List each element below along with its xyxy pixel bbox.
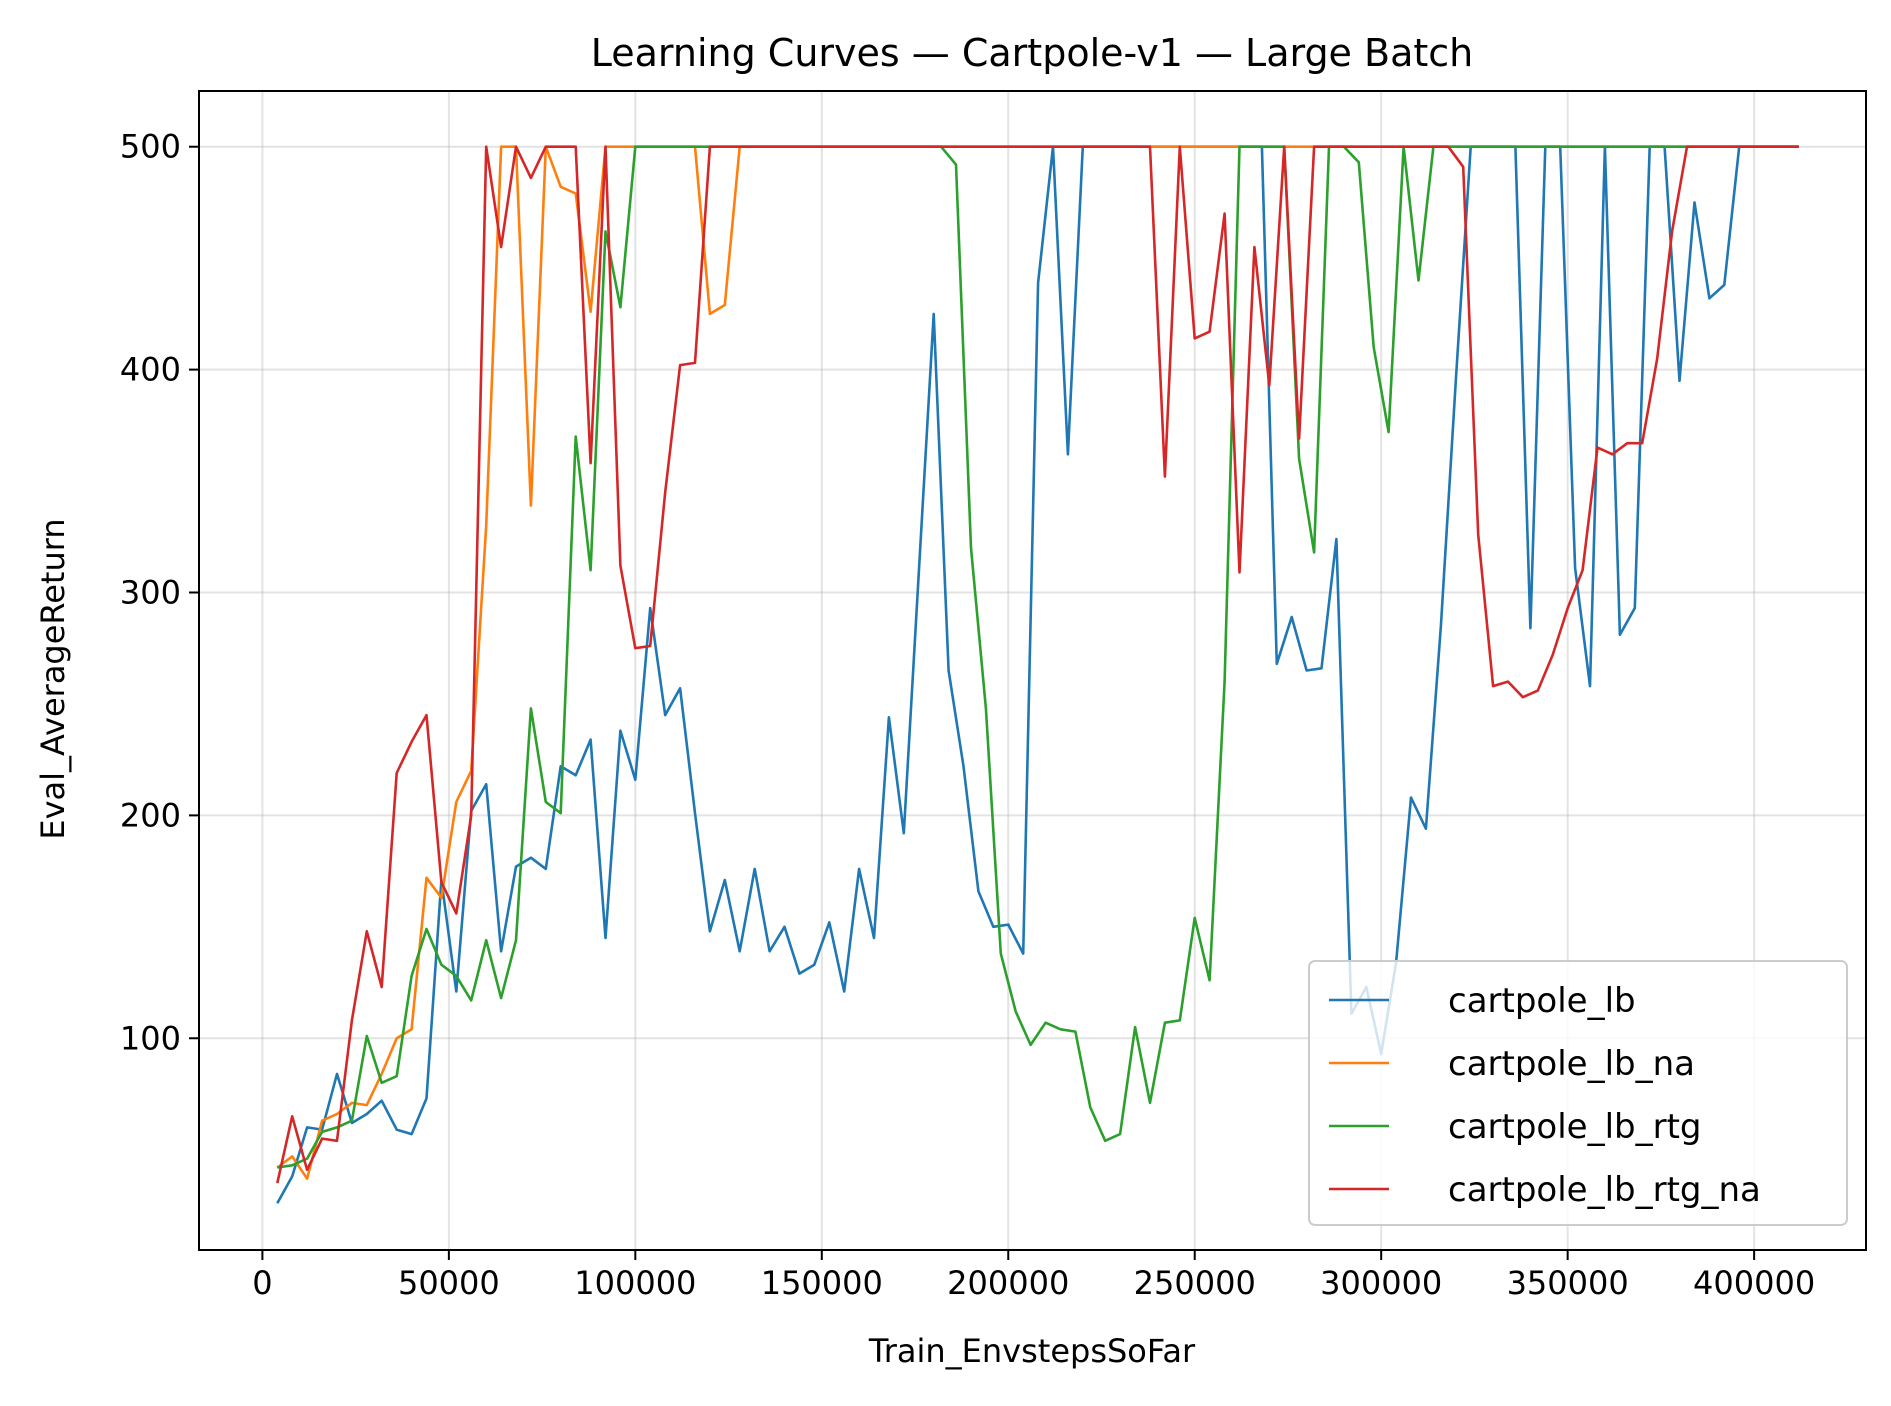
legend-label-cartpole_lb: cartpole_lb [1448,981,1636,1021]
legend-label-cartpole_lb_rtg: cartpole_lb_rtg [1448,1107,1702,1147]
y-axis-ticks: 100 200 300 400 500 [120,128,199,1057]
y-tick-label: 100 [120,1019,181,1057]
plot-frame [198,90,1867,1251]
x-tick-label: 400000 [1693,1264,1815,1302]
y-tick-label: 200 [120,796,181,834]
legend-label-cartpole_lb_rtg_na: cartpole_lb_rtg_na [1448,1170,1761,1210]
x-tick-label: 300000 [1320,1264,1442,1302]
series-lines [276,145,1799,1204]
x-tick-label: 0 [252,1264,272,1302]
y-tick-label: 300 [120,573,181,611]
y-axis-label: Eval_AverageReturn [34,518,72,839]
x-tick-label: 100000 [574,1264,696,1302]
legend-label-cartpole_lb_na: cartpole_lb_na [1448,1044,1695,1084]
legend: cartpole_lb cartpole_lb_na cartpole_lb_rtg… [1308,960,1848,1226]
chart-title: Learning Curves — Cartpole-v1 — Large Ba… [591,31,1474,75]
y-tick-label: 400 [120,351,181,389]
series-line-cartpole_lb_rtg_na [276,145,1799,1184]
x-tick-label: 150000 [761,1264,883,1302]
x-axis-ticks: 0 50000 100000 150000 200000 250000 300000 3500… [252,1250,1815,1302]
x-tick-label: 350000 [1507,1264,1629,1302]
x-tick-label: 250000 [1134,1264,1256,1302]
x-tick-label: 200000 [947,1264,1069,1302]
legend-box [1308,960,1848,1226]
x-axis-label: Train_EnvstepsSoFar [868,1332,1196,1370]
x-tick-label: 50000 [398,1264,500,1302]
y-tick-label: 500 [120,128,181,166]
